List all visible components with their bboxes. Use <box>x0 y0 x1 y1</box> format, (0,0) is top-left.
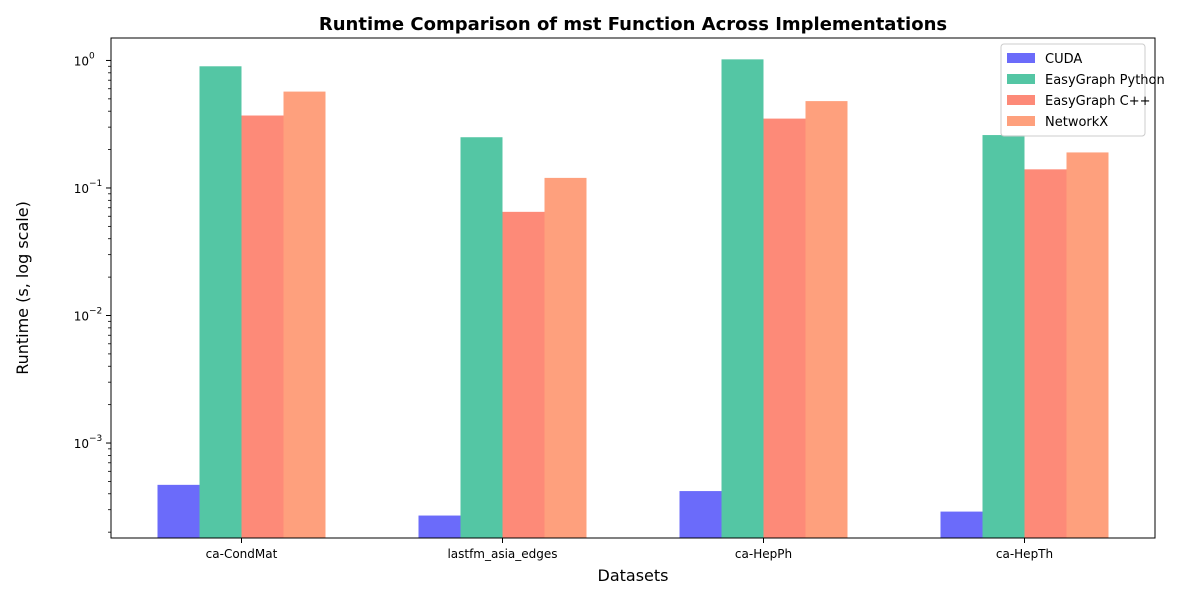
bar-easygraph-c--3 <box>1024 169 1067 538</box>
legend-swatch-easygraph-python <box>1007 74 1035 84</box>
bar-cuda-1 <box>418 515 461 538</box>
x-tick-label-2: ca-HepPh <box>735 547 792 561</box>
bar-easygraph-python-3 <box>982 135 1025 538</box>
y-tick-label-3: 10 <box>74 54 89 68</box>
legend-box <box>1000 43 1146 137</box>
chart-title: Runtime Comparison of mst Function Acros… <box>319 14 947 35</box>
y-tick-exponent-0: −3 <box>89 434 102 444</box>
legend-label-easygraph-c-: EasyGraph C++ <box>1045 94 1151 109</box>
x-tick-label-1: lastfm_asia_edges <box>447 547 557 561</box>
bar-networkx-1 <box>544 177 587 538</box>
bar-cuda-3 <box>940 511 983 538</box>
legend-swatch-cuda <box>1007 53 1035 63</box>
legend-swatch-networkx <box>1007 116 1035 126</box>
legend-swatch-easygraph-c- <box>1007 95 1035 105</box>
x-tick-label-3: ca-HepTh <box>996 547 1053 561</box>
bar-easygraph-c--0 <box>241 115 284 538</box>
bar-networkx-3 <box>1066 152 1109 538</box>
y-axis-label: Runtime (s, log scale) <box>13 201 32 375</box>
bar-networkx-0 <box>283 91 326 539</box>
y-tick-label-1: 10 <box>74 310 89 324</box>
bar-easygraph-python-1 <box>460 137 503 538</box>
y-tick-exponent-3: 0 <box>89 51 95 61</box>
x-axis-label: Datasets <box>598 566 669 585</box>
y-tick-label-0: 10 <box>74 437 89 451</box>
legend-label-cuda: CUDA <box>1045 52 1082 67</box>
plot-frame <box>110 37 1156 539</box>
bar-cuda-2 <box>679 491 722 538</box>
bar-easygraph-python-2 <box>721 59 764 539</box>
bar-easygraph-python-0 <box>199 66 242 538</box>
bar-easygraph-c--2 <box>763 118 806 538</box>
y-tick-label-2: 10 <box>74 182 89 196</box>
bar-networkx-2 <box>805 101 848 539</box>
y-tick-exponent-1: −2 <box>89 307 102 317</box>
y-tick-exponent-2: −1 <box>89 179 102 189</box>
bar-easygraph-c--1 <box>502 211 545 538</box>
legend: CUDA EasyGraph Python EasyGraph C++ Network… <box>1000 43 1165 137</box>
legend-label-easygraph-python: EasyGraph Python <box>1045 73 1165 88</box>
plot-area: ca-CondMat lastfm_asia_edges ca-HepPh ca-He… <box>74 37 1156 561</box>
bar-cuda-0 <box>157 484 200 538</box>
legend-label-networkx: NetworkX <box>1045 115 1108 130</box>
x-tick-label-0: ca-CondMat <box>206 547 278 561</box>
